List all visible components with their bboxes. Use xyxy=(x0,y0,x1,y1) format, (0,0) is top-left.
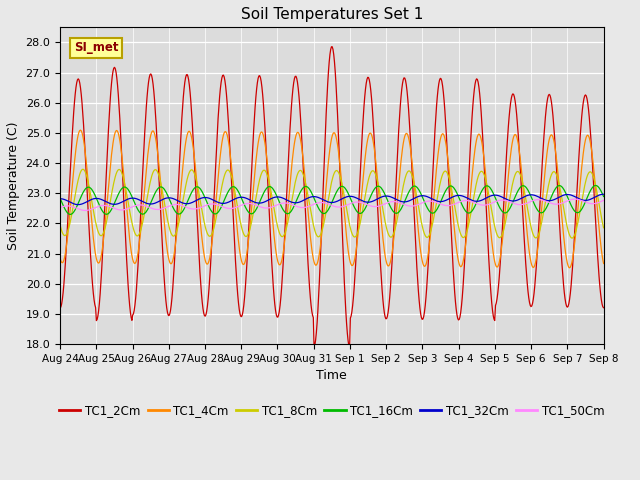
X-axis label: Time: Time xyxy=(316,370,348,383)
Legend: TC1_2Cm, TC1_4Cm, TC1_8Cm, TC1_16Cm, TC1_32Cm, TC1_50Cm: TC1_2Cm, TC1_4Cm, TC1_8Cm, TC1_16Cm, TC1… xyxy=(54,399,609,422)
Title: Soil Temperatures Set 1: Soil Temperatures Set 1 xyxy=(241,7,423,22)
Y-axis label: Soil Temperature (C): Soil Temperature (C) xyxy=(7,121,20,250)
Text: SI_met: SI_met xyxy=(74,41,118,54)
